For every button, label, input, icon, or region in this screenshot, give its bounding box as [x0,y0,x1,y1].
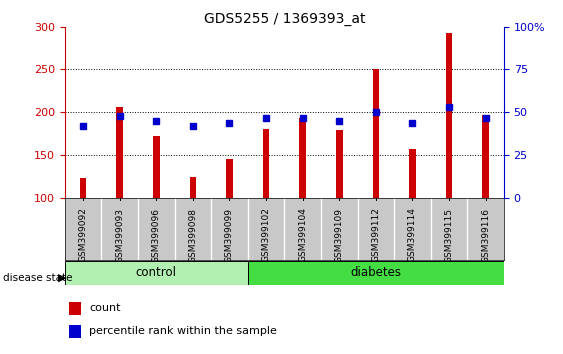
Text: GSM399093: GSM399093 [115,207,124,263]
Text: GSM399114: GSM399114 [408,207,417,262]
Bar [300,118,306,198]
Text: ▶: ▶ [58,273,66,283]
Bar [190,177,196,198]
Bar [336,130,342,198]
Text: GSM399116: GSM399116 [481,207,490,263]
Title: GDS5255 / 1369393_at: GDS5255 / 1369393_at [204,12,365,25]
Text: GSM399092: GSM399092 [79,207,87,262]
Text: GSM399104: GSM399104 [298,207,307,262]
Bar [153,136,159,198]
Bar [482,115,489,198]
Text: GSM399102: GSM399102 [262,207,270,262]
Bar [446,33,452,198]
Text: percentile rank within the sample: percentile rank within the sample [89,326,277,336]
Text: count: count [89,303,120,313]
Text: GSM399099: GSM399099 [225,207,234,263]
Bar [69,302,82,315]
Text: GSM399096: GSM399096 [152,207,160,263]
Bar [373,69,379,198]
Text: control: control [136,267,177,279]
Text: GSM399109: GSM399109 [335,207,343,263]
Bar [226,159,233,198]
Text: disease state: disease state [3,273,72,283]
Bar [263,129,269,198]
Bar [248,261,504,285]
Bar [65,261,248,285]
Bar [69,325,82,338]
Bar [409,149,415,198]
Bar [80,178,86,198]
Bar [117,107,123,198]
Text: GSM399112: GSM399112 [372,207,380,262]
Text: GSM399098: GSM399098 [189,207,197,263]
Text: GSM399115: GSM399115 [445,207,453,263]
Text: diabetes: diabetes [350,267,401,279]
